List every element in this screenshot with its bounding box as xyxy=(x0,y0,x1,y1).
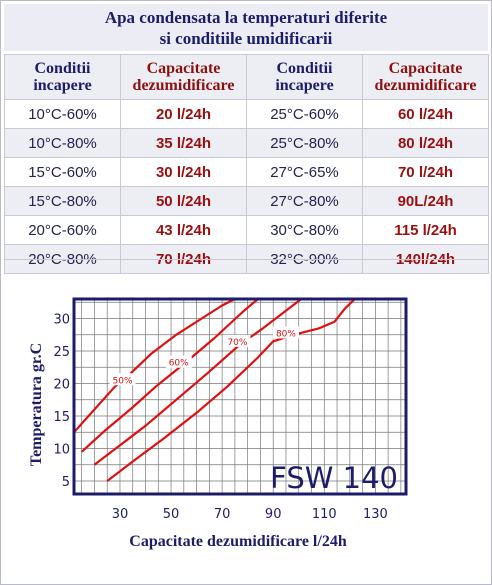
series-line-50-pct xyxy=(73,298,236,434)
title-line-1: Apa condensata la temperaturi diferite xyxy=(104,8,388,27)
chart-panel: 50% 60% 70% 80% 30 50 70 90 110 130 5 10 15 20 25 30 F… xyxy=(4,259,488,582)
y-tick-label: 20 xyxy=(53,378,70,393)
capacity-cell: 90L/24h xyxy=(362,186,489,216)
plot-frame xyxy=(72,297,408,496)
condition-cell: 27°C-65% xyxy=(246,157,363,187)
condition-cell: 27°C-80% xyxy=(246,186,363,216)
capacity-cell: 20 l/24h xyxy=(120,99,247,129)
condition-cell: 10°C-80% xyxy=(4,128,121,158)
y-tick-label: 5 xyxy=(62,475,70,490)
condition-cell: 30°C-80% xyxy=(246,215,363,245)
capacity-cell: 115 l/24h xyxy=(362,215,489,245)
condition-cell: 15°C-60% xyxy=(4,157,121,187)
table-row: 15°C-60% 30 l/24h 27°C-65% 70 l/24h xyxy=(4,157,489,187)
capacity-cell: 43 l/24h xyxy=(120,215,247,245)
capacity-cell: 35 l/24h xyxy=(120,128,247,158)
table-row: 10°C-80% 35 l/24h 25°C-80% 80 l/24h xyxy=(4,128,489,158)
capacity-cell: 60 l/24h xyxy=(362,99,489,129)
capacity-cell: 50 l/24h xyxy=(120,186,247,216)
header-conditions-1: Conditii incapere xyxy=(4,54,121,100)
condition-cell: 25°C-60% xyxy=(246,99,363,129)
title-line-2: si conditiile umidificarii xyxy=(159,29,333,48)
series-label: 50% xyxy=(113,376,133,386)
condition-cell: 15°C-80% xyxy=(4,186,121,216)
x-tick-label: 130 xyxy=(363,507,388,522)
x-tick-label: 50 xyxy=(163,507,180,522)
series-label: 60% xyxy=(169,359,189,369)
table-header-row: Conditii incapere Capacitate dezumidificar… xyxy=(4,54,489,100)
header-capacity-2: Capacitate dezumidificare xyxy=(362,54,489,100)
model-label: FSW 140 xyxy=(270,461,398,495)
capacity-table: Conditii incapere Capacitate dezumidificar… xyxy=(4,54,489,274)
series-label-bg xyxy=(109,373,136,386)
y-axis-label: Temperatura gr.C xyxy=(28,343,45,466)
capacity-cell: 70 l/24h xyxy=(362,157,489,187)
table-row: 15°C-80% 50 l/24h 27°C-80% 90L/24h xyxy=(4,186,489,216)
capacity-cell: 80 l/24h xyxy=(362,128,489,158)
chart-series: 50% 60% 70% 80% xyxy=(73,298,356,482)
series-line-80-pct xyxy=(106,298,356,482)
header-conditions-2: Conditii incapere xyxy=(246,54,363,100)
x-axis-label: Capacitate dezumidificare l/24h xyxy=(129,533,347,550)
y-tick-label: 15 xyxy=(53,410,70,425)
series-label-bg xyxy=(272,326,299,339)
x-tick-label: 90 xyxy=(265,507,282,522)
y-tick-label: 30 xyxy=(53,313,70,328)
header-capacity-1: Capacitate dezumidificare xyxy=(120,54,247,100)
condition-cell: 20°C-60% xyxy=(4,215,121,245)
series-label: 70% xyxy=(227,338,247,348)
condition-cell: 10°C-60% xyxy=(4,99,121,129)
y-tick-label: 10 xyxy=(53,443,70,458)
chart-ticks: 30 50 70 90 110 130 5 10 15 20 25 30 xyxy=(53,313,387,523)
x-tick-label: 70 xyxy=(214,507,231,522)
series-label-bg xyxy=(224,334,251,347)
x-tick-label: 30 xyxy=(112,507,129,522)
page-title: Apa condensata la temperaturi diferite s… xyxy=(4,4,488,51)
series-label-bg xyxy=(165,355,192,368)
table-row: 20°C-60% 43 l/24h 30°C-80% 115 l/24h xyxy=(4,215,489,245)
series-line-70-pct xyxy=(93,298,302,466)
table-row: 10°C-60% 20 l/24h 25°C-60% 60 l/24h xyxy=(4,99,489,129)
series-label: 80% xyxy=(276,329,296,339)
series-line-60-pct xyxy=(80,298,259,453)
x-tick-label: 110 xyxy=(312,507,337,522)
y-tick-label: 25 xyxy=(53,345,70,360)
dehumidifier-chart: 50% 60% 70% 80% 30 50 70 90 110 130 5 10 15 20 25 30 F… xyxy=(28,297,408,550)
capacity-cell: 30 l/24h xyxy=(120,157,247,187)
condition-cell: 25°C-80% xyxy=(246,128,363,158)
